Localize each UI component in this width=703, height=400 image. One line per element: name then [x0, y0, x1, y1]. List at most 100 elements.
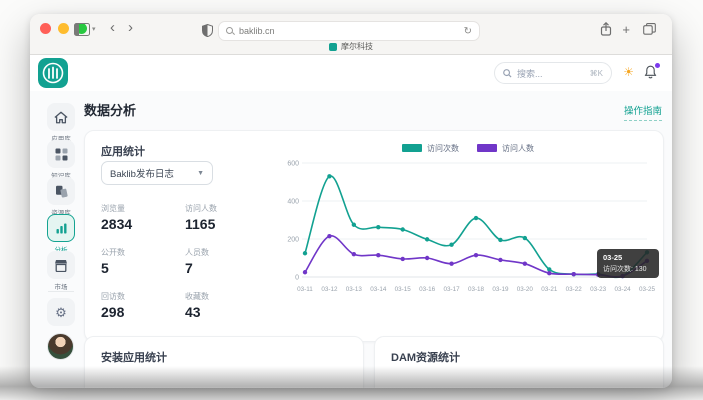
metric-value: 298	[101, 304, 125, 320]
browser-toolbar: ▾ ‹ › baklib.cn ↻ + 摩尔科	[30, 14, 672, 55]
tab-title: 摩尔科技	[341, 42, 373, 51]
zoom-window-button[interactable]	[76, 23, 87, 34]
card-title: 安装应用统计	[101, 352, 167, 364]
svg-text:03-24: 03-24	[615, 286, 632, 293]
visits-chart-svg[interactable]: 0 200 400 600 03-11 03-12 03-13 03-14 03-15 03-16…	[281, 155, 655, 301]
app-stats-card: 应用统计 Baklib发布日志 ▼ 浏览量 2834 访问人数 1165 公开数…	[84, 130, 664, 342]
metric-public: 公开数 5	[101, 247, 181, 276]
sidebar-item-knowledge[interactable]: 知识库	[39, 140, 83, 180]
sidebar-item-label: 市场	[54, 284, 68, 291]
search-icon	[503, 68, 512, 78]
svg-text:03-14: 03-14	[370, 286, 387, 293]
svg-text:03-12: 03-12	[321, 286, 338, 293]
sidebar-item-market[interactable]: 市场	[39, 251, 83, 291]
metric-members: 人员数 7	[185, 247, 265, 276]
card-title: 应用统计	[101, 146, 145, 158]
metric-value: 43	[185, 304, 201, 320]
sidebar-item-label: 应用库	[39, 133, 83, 143]
minimize-window-button[interactable]	[58, 23, 69, 34]
metric-pageviews: 浏览量 2834	[101, 203, 181, 232]
sidebar-item-label: 知识库	[39, 170, 83, 180]
sidebar-item-settings[interactable]: ⚙	[39, 298, 83, 326]
browser-window: ▾ ‹ › baklib.cn ↻ + 摩尔科	[30, 14, 672, 388]
chart-tooltip: 03-25 访问次数: 130	[597, 249, 659, 278]
svg-text:03-16: 03-16	[419, 286, 436, 293]
svg-text:03-23: 03-23	[590, 286, 607, 293]
svg-text:400: 400	[287, 199, 299, 206]
active-tab[interactable]: 摩尔科技	[30, 39, 672, 54]
page-content: 应用库 知识库 资源库 分析	[30, 91, 672, 388]
metric-favorites: 收藏数 43	[185, 291, 265, 320]
sidebar-item-label: 分析	[39, 244, 83, 254]
sidebar-item-label: 资源库	[39, 207, 83, 217]
svg-text:03-17: 03-17	[444, 286, 461, 293]
visits-chart[interactable]: 访问次数 访问人数 0 200 400 600 03-11 03-12 03-13 03-14…	[281, 141, 655, 337]
grid-icon	[55, 148, 67, 160]
legend-label: 访问次数	[427, 143, 459, 153]
card-title: DAM资源统计	[391, 352, 461, 364]
svg-text:03-22: 03-22	[566, 286, 583, 293]
bar-chart-icon	[56, 223, 66, 233]
metric-label: 访问人数	[185, 204, 217, 213]
guide-link[interactable]: 操作指南	[623, 103, 662, 121]
metric-label: 收藏数	[185, 292, 209, 301]
metric-label: 人员数	[185, 248, 209, 257]
app-header: 搜索... ⌘K ☀	[30, 55, 672, 92]
install-stats-card: 安装应用统计	[84, 336, 364, 388]
sidebar-divider	[48, 291, 74, 292]
layers-icon	[55, 185, 68, 198]
svg-text:03-18: 03-18	[468, 286, 485, 293]
site-favicon	[329, 42, 337, 51]
selected-app: Baklib发布日志	[110, 169, 174, 180]
reload-icon[interactable]: ↻	[463, 25, 472, 37]
tooltip-value: 访问次数: 130	[603, 266, 647, 273]
forward-button[interactable]: ›	[128, 19, 133, 36]
svg-text:0: 0	[295, 275, 299, 282]
sidebar-toggle-icon[interactable]	[74, 23, 90, 36]
svg-text:03-21: 03-21	[541, 286, 558, 293]
svg-text:03-11: 03-11	[297, 286, 313, 293]
svg-text:03-19: 03-19	[492, 286, 509, 293]
baklib-logo[interactable]	[38, 58, 68, 88]
svg-text:600: 600	[287, 161, 299, 168]
metric-returns: 回访数 298	[101, 291, 181, 320]
metric-label: 公开数	[101, 248, 125, 257]
app-selector-dropdown[interactable]: Baklib发布日志 ▼	[101, 161, 213, 185]
search-shortcut-hint: ⌘K	[589, 68, 603, 78]
metric-label: 回访数	[101, 292, 125, 301]
address-bar[interactable]: baklib.cn ↻	[218, 21, 480, 41]
search-placeholder: 搜索...	[517, 68, 543, 79]
theme-toggle-sun-icon[interactable]: ☀	[623, 65, 634, 79]
page-title: 数据分析	[84, 103, 137, 118]
chevron-down-icon[interactable]: ▾	[92, 26, 96, 33]
user-avatar[interactable]	[47, 333, 74, 360]
legend-visitor-count[interactable]: 访问人数	[477, 143, 534, 154]
svg-text:03-15: 03-15	[395, 286, 412, 293]
share-icon[interactable]	[600, 22, 612, 36]
close-window-button[interactable]	[40, 23, 51, 34]
tab-overview-icon[interactable]	[643, 23, 656, 35]
sidebar-item-analytics[interactable]: 分析	[39, 214, 83, 254]
chevron-down-icon: ▼	[197, 169, 204, 177]
notifications-button[interactable]	[644, 63, 660, 80]
metric-value: 5	[101, 260, 109, 276]
sidebar-item-apps[interactable]: 应用库	[39, 103, 83, 143]
chart-legend: 访问次数 访问人数	[281, 141, 655, 155]
new-tab-button[interactable]: +	[622, 22, 630, 37]
legend-swatch-teal	[402, 144, 422, 152]
privacy-shield-icon[interactable]	[202, 24, 213, 37]
tooltip-date: 03-25	[603, 253, 623, 262]
gear-icon: ⚙	[55, 304, 67, 320]
back-button[interactable]: ‹	[110, 19, 115, 36]
svg-text:200: 200	[287, 237, 299, 244]
sidebar-item-resources[interactable]: 资源库	[39, 177, 83, 217]
search-icon	[226, 27, 234, 35]
global-search-input[interactable]: 搜索... ⌘K	[494, 62, 612, 84]
metric-value: 7	[185, 260, 193, 276]
metric-visitors: 访问人数 1165	[185, 203, 265, 232]
metric-value: 2834	[101, 216, 133, 232]
legend-visit-count[interactable]: 访问次数	[402, 143, 459, 154]
svg-text:03-25: 03-25	[639, 286, 655, 293]
svg-text:03-13: 03-13	[346, 286, 363, 293]
